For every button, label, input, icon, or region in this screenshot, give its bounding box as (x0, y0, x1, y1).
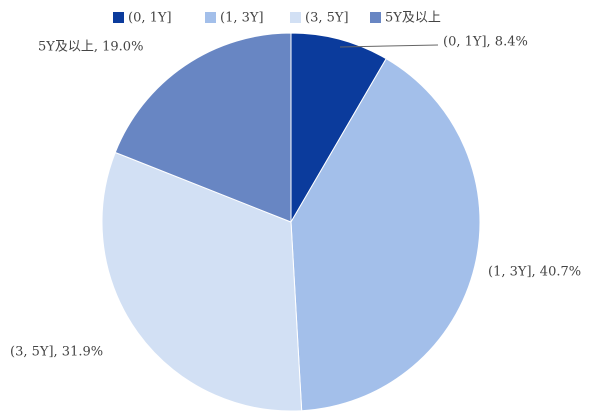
leader-line (339, 44, 439, 48)
data-label: (1, 3Y], 40.7% (488, 265, 581, 280)
legend-label: (0, 1Y] (128, 11, 172, 26)
pie-slice (114, 32, 292, 223)
pie-slice (290, 58, 481, 412)
data-label: (3, 5Y], 31.9% (10, 345, 103, 360)
data-label: 5Y及以上, 19.0% (38, 40, 143, 55)
legend-swatch (370, 12, 381, 23)
legend-label: 5Y及以上 (385, 11, 441, 26)
legend-swatch (205, 12, 216, 23)
legend-swatch (113, 12, 124, 23)
legend-swatch (290, 12, 301, 23)
data-label: (0, 1Y], 8.4% (443, 35, 528, 50)
legend-label: (1, 3Y] (220, 11, 264, 26)
pie-slice (101, 151, 303, 412)
pie-slice (290, 32, 387, 224)
legend-label: (3, 5Y] (305, 11, 349, 26)
